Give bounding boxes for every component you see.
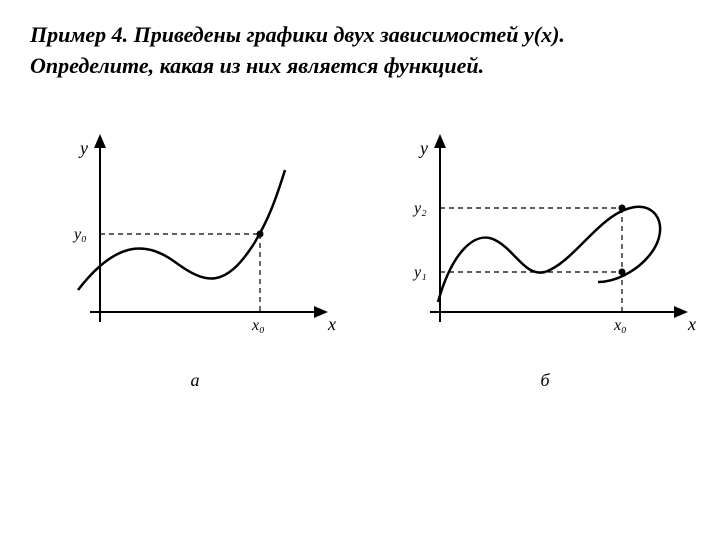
point-b-lower	[619, 268, 626, 275]
caption-a: а	[50, 370, 340, 391]
x0-label-a: x₀	[251, 317, 265, 334]
caption-b: б	[390, 370, 700, 391]
problem-title: Пример 4. Приведены графики двух зависим…	[30, 20, 690, 82]
x0-label-b: x₀	[613, 317, 627, 334]
y-axis-arrow-b	[434, 134, 446, 148]
plot-b-svg: y x y₂ y₁ x₀	[390, 122, 700, 362]
x-axis-arrow	[314, 306, 328, 318]
y-label-b: y	[418, 138, 428, 158]
y-axis-arrow	[94, 134, 106, 148]
x-axis-arrow-b	[674, 306, 688, 318]
plot-a-svg: y x y₀ x₀	[50, 122, 340, 362]
curve-b	[438, 206, 660, 301]
x-label-a: x	[327, 314, 336, 334]
y-label-a: y	[78, 138, 88, 158]
y2-label: y₂	[412, 200, 427, 217]
y0-label: y₀	[72, 226, 87, 243]
point-a	[257, 230, 264, 237]
x-label-b: x	[687, 314, 696, 334]
y1-label: y₁	[412, 264, 427, 281]
curve-a	[78, 170, 285, 290]
plot-a: y x y₀ x₀ а	[50, 122, 340, 391]
point-b-upper	[619, 204, 626, 211]
plots-container: y x y₀ x₀ а y x	[30, 122, 690, 391]
plot-b: y x y₂ y₁ x₀ б	[390, 122, 700, 391]
